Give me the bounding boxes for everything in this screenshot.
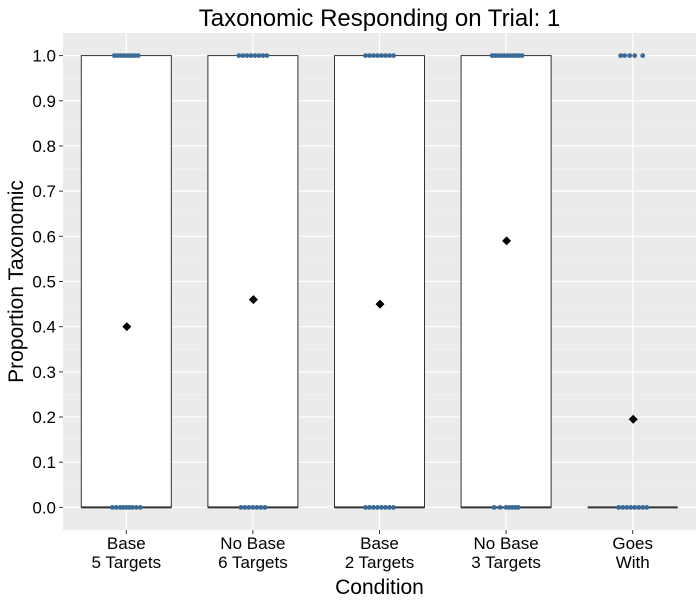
y-axis-ticks: 0.0 0.1 0.2 0.3 0.4 0.5 0.6 0.7 0.8 0.9 1.0: [32, 47, 63, 517]
data-point: [497, 505, 503, 510]
y-tick-label: 1.0: [32, 47, 56, 66]
data-point: [491, 505, 497, 510]
data-point: [644, 505, 650, 510]
y-tick-label: 0.2: [32, 408, 56, 427]
x-tick-label: Base 5 Targets: [91, 534, 161, 572]
data-point: [627, 53, 633, 58]
data-point: [371, 53, 376, 58]
data-point: [264, 53, 270, 58]
x-tick-label-line: 3 Targets: [471, 553, 541, 572]
data-point: [240, 53, 246, 58]
box-4: [460, 55, 552, 508]
data-point: [616, 505, 622, 510]
data-point: [367, 53, 372, 58]
data-point: [248, 53, 254, 58]
data-point: [387, 53, 392, 58]
x-tick-label-line: 6 Targets: [218, 553, 288, 572]
data-point: [628, 505, 634, 510]
data-point: [391, 505, 396, 510]
data-point: [137, 505, 143, 510]
y-tick-label: 0.0: [32, 498, 56, 517]
y-tick-label: 0.5: [32, 273, 56, 292]
x-tick-label-line: No Base: [473, 534, 538, 553]
data-point: [260, 53, 266, 58]
data-point: [620, 505, 626, 510]
data-point: [379, 53, 384, 58]
data-point: [246, 505, 252, 510]
x-tick-label-line: Goes: [612, 534, 653, 553]
mean-marker-2: [248, 295, 258, 305]
data-point: [515, 505, 521, 510]
data-point: [632, 53, 638, 58]
x-tick-label-line: With: [616, 553, 650, 572]
x-axis-label: Condition: [335, 576, 424, 599]
data-point: [256, 53, 262, 58]
data-point: [391, 53, 396, 58]
data-point: [379, 505, 384, 510]
x-tick-label: Goes With: [612, 534, 653, 572]
data-point: [632, 505, 638, 510]
y-axis-label: Proportion Taxonomic: [5, 180, 28, 383]
x-tick-label: Base 2 Targets: [345, 534, 415, 572]
data-point: [133, 505, 139, 510]
x-tick-label-line: Base: [360, 534, 399, 553]
data-point: [640, 53, 646, 58]
data-point: [383, 53, 388, 58]
data-point: [387, 505, 392, 510]
x-tick-label: No Base 6 Targets: [218, 534, 288, 572]
y-tick-label: 0.9: [32, 92, 56, 111]
mean-marker-4: [502, 236, 512, 246]
x-tick-label-line: 5 Targets: [91, 553, 161, 572]
y-tick-label: 0.8: [32, 137, 56, 156]
jitter-points: [109, 53, 650, 510]
mean-markers: [122, 236, 638, 424]
mean-marker-3: [375, 299, 385, 309]
y-tick-label: 0.4: [32, 318, 56, 337]
box-1: [80, 55, 172, 508]
data-point: [109, 505, 115, 510]
data-point: [375, 53, 380, 58]
y-tick-label: 0.6: [32, 227, 56, 246]
data-point: [238, 505, 244, 510]
data-point: [252, 53, 258, 58]
data-point: [363, 505, 368, 510]
boxes: [80, 55, 678, 509]
y-tick-label: 0.1: [32, 453, 56, 472]
x-tick-label-line: 2 Targets: [345, 553, 415, 572]
data-point: [129, 505, 135, 510]
x-tick-label-line: No Base: [220, 534, 285, 553]
mean-marker-5: [628, 414, 638, 424]
data-point: [113, 505, 119, 510]
data-point: [262, 505, 268, 510]
x-tick-label-line: Base: [107, 534, 146, 553]
data-point: [135, 53, 141, 58]
data-point: [363, 53, 368, 58]
data-point: [244, 53, 250, 58]
data-point: [640, 505, 646, 510]
data-point: [375, 505, 380, 510]
box-3: [334, 55, 425, 508]
data-point: [371, 505, 376, 510]
data-point: [383, 505, 388, 510]
data-point: [254, 505, 260, 510]
data-point: [624, 505, 630, 510]
data-point: [519, 53, 525, 58]
x-tick-label: No Base 3 Targets: [471, 534, 541, 572]
y-tick-label: 0.7: [32, 182, 56, 201]
data-point: [236, 53, 242, 58]
data-point: [367, 505, 372, 510]
y-tick-label: 0.3: [32, 363, 56, 382]
data-point: [242, 505, 248, 510]
box-2: [207, 55, 299, 508]
chart-title: Taxonomic Responding on Trial: 1: [199, 5, 561, 32]
data-point: [622, 53, 628, 58]
data-point: [618, 53, 624, 58]
data-point: [258, 505, 264, 510]
data-point: [250, 505, 256, 510]
mean-marker-1: [122, 322, 132, 332]
data-point: [636, 505, 642, 510]
